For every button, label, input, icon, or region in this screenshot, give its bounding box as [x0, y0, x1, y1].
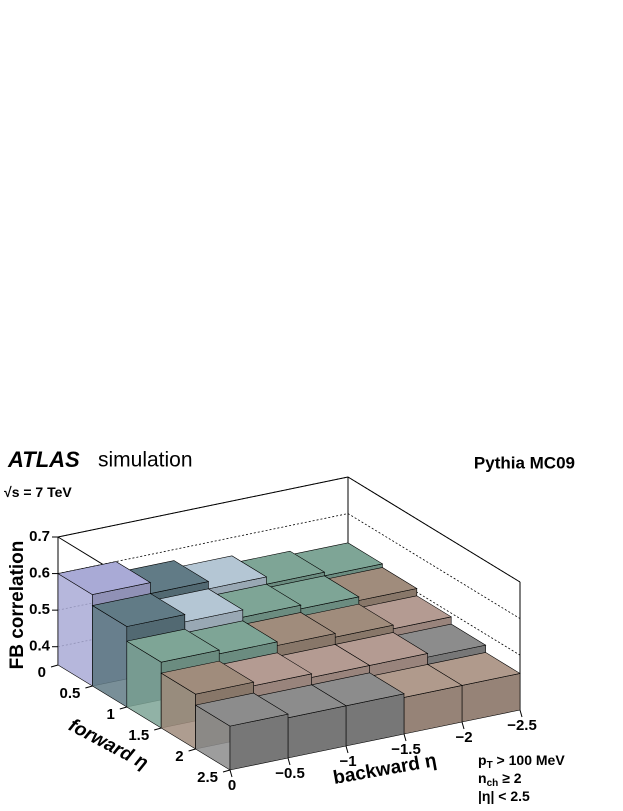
backward-tick — [403, 733, 407, 742]
grid-line — [57, 476, 521, 583]
generator: Pythia MC09 — [474, 453, 575, 472]
backward-tick-label: −2 — [455, 729, 472, 746]
forward-axis-title: forward η — [65, 715, 151, 774]
forward-tick-label: 1.5 — [128, 727, 149, 744]
column-top — [57, 561, 152, 595]
chart-subtitle: simulation — [98, 449, 193, 472]
forward-tick — [85, 685, 93, 689]
chart-title: ATLAS — [7, 447, 80, 472]
cut-base: p — [478, 752, 487, 768]
cut-rest: ≥ 2 — [498, 770, 521, 786]
backward-tick-label: −1 — [339, 753, 356, 770]
cut-sub: T — [487, 760, 493, 771]
cut-rest: > 100 MeV — [493, 752, 566, 768]
energy: √s = 7 TeV — [4, 484, 72, 500]
cut-base: |η| < 2.5 — [478, 788, 530, 804]
cut-base: n — [478, 770, 487, 786]
forward-tick — [50, 664, 59, 668]
forward-tick-label: 0 — [38, 664, 46, 681]
forward-tick — [119, 706, 127, 710]
z-tick-label: 0.4 — [29, 638, 51, 655]
lego-column — [194, 692, 289, 771]
backward-tick-label: 0 — [228, 777, 236, 794]
backward-tick — [519, 709, 523, 718]
forward-tick — [154, 727, 162, 731]
backward-tick-label: −1.5 — [391, 741, 421, 758]
root: √ — [4, 484, 12, 500]
column-top — [194, 692, 289, 727]
z-tick-label: 0.5 — [29, 601, 50, 618]
z-tick-label: 0.6 — [29, 565, 50, 582]
energy-text: s = 7 TeV — [12, 484, 73, 500]
cut-label: nch ≥ 2 — [478, 770, 522, 789]
cut-label: |η| < 2.5 — [478, 788, 530, 804]
z-axis-title: FB correlation — [7, 541, 28, 670]
forward-tick — [222, 769, 231, 773]
forward-tick-label: 1 — [106, 706, 114, 723]
column-top — [125, 628, 221, 663]
forward-tick-label: 2.5 — [197, 769, 218, 786]
backward-tick-label: −2.5 — [507, 717, 537, 734]
forward-tick-label: 2 — [175, 748, 183, 765]
column-top — [160, 660, 255, 695]
cut-label: pT > 100 MeV — [478, 752, 565, 771]
column-top — [91, 593, 186, 627]
backward-tick — [461, 721, 465, 730]
backward-tick — [287, 757, 291, 766]
forward-tick-label: 0.5 — [60, 685, 81, 702]
backward-tick-label: −0.5 — [275, 765, 305, 782]
z-tick-label: 0.7 — [29, 528, 50, 545]
grid-line — [57, 513, 521, 619]
backward-tick — [345, 745, 349, 754]
backward-tick — [229, 769, 233, 778]
forward-tick — [188, 748, 196, 752]
cut-sub: ch — [487, 778, 499, 789]
